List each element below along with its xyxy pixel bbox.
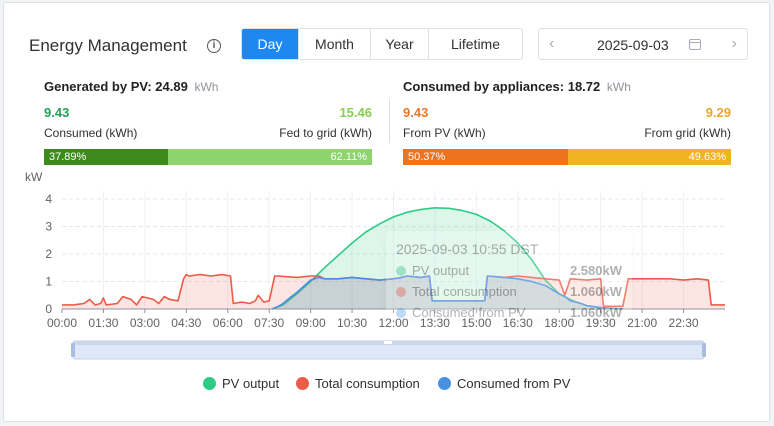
info-icon[interactable]: i xyxy=(207,39,221,53)
period-tabs: Day Month Year Lifetime xyxy=(241,28,523,60)
zoom-handle-left xyxy=(71,343,75,357)
calendar-icon[interactable] xyxy=(689,39,701,50)
y-tick-label: 1 xyxy=(45,275,52,289)
legend-label: Consumed from PV xyxy=(457,376,571,391)
consumption-label: Consumed by appliances: xyxy=(403,79,565,94)
consumption-ratio-bar: 50.37% 49.63% xyxy=(403,149,731,165)
from-grid-value: 9.29 xyxy=(705,105,731,120)
page-title: Energy Management xyxy=(29,36,187,55)
date-picker[interactable]: ‹ 2025-09-03 › xyxy=(538,28,748,60)
tooltip-series-name: PV output xyxy=(412,263,470,278)
from-grid-label: From grid (kWh) xyxy=(644,126,731,140)
consumption-header: Consumed by appliances: 18.72 kWh xyxy=(403,79,731,94)
x-tick-label: 16:30 xyxy=(503,316,533,330)
legend-label: PV output xyxy=(222,376,280,391)
generated-unit: kWh xyxy=(194,80,219,94)
fed-to-grid-value: 15.46 xyxy=(339,105,372,120)
from-grid-ratio-segment: 49.63% xyxy=(568,149,731,165)
consumed-value: 9.43 xyxy=(44,105,70,120)
fed-to-grid-label: Fed to grid (kWh) xyxy=(279,126,372,140)
x-tick-label: 13:30 xyxy=(420,316,450,330)
consumed-ratio-segment: 37.89% xyxy=(44,149,169,165)
generated-label: Generated by PV: xyxy=(44,79,152,94)
zoom-handle-right xyxy=(702,343,706,357)
x-tick-label: 09:00 xyxy=(296,316,326,330)
tooltip-series-value: 1.060kW xyxy=(569,305,622,320)
chart-tooltip: 2025-09-03 10:55 DST PV output 2.580kW T… xyxy=(386,231,632,320)
zoom-grip xyxy=(384,341,392,344)
x-tick-label: 04:30 xyxy=(171,316,201,330)
fed-ratio-segment: 62.11% xyxy=(168,149,372,165)
x-tick-label: 01:30 xyxy=(88,316,118,330)
tooltip-series-value: 1.060kW xyxy=(569,284,622,299)
consumed-label: Consumed (kWh) xyxy=(44,126,138,140)
chevron-left-icon[interactable]: ‹ xyxy=(549,35,555,52)
x-tick-label: 06:00 xyxy=(213,316,243,330)
legend-item-pv-output[interactable]: PV output xyxy=(203,376,279,391)
y-tick-label: 2 xyxy=(45,247,52,261)
tooltip-dot xyxy=(396,308,406,318)
tooltip-row: Consumed from PV 1.060kW xyxy=(396,305,622,323)
from-pv-value: 9.43 xyxy=(403,105,429,120)
x-tick-label: 19:30 xyxy=(586,316,616,330)
tooltip-dot xyxy=(396,266,406,276)
from-pv-ratio-segment: 50.37% xyxy=(403,149,569,165)
x-tick-label: 15:00 xyxy=(461,316,491,330)
y-tick-label: 0 xyxy=(45,302,52,316)
y-axis-unit: kW xyxy=(25,170,43,184)
tab-lifetime[interactable]: Lifetime xyxy=(428,29,522,59)
tooltip-series-value: 2.580kW xyxy=(569,263,622,278)
selected-date[interactable]: 2025-09-03 xyxy=(597,37,669,53)
panel-divider xyxy=(389,99,390,143)
from-pv-label: From PV (kWh) xyxy=(403,126,486,140)
tooltip-dot xyxy=(396,287,406,297)
consumption-unit: kWh xyxy=(606,80,631,94)
tooltip-series-name: Total consumption xyxy=(412,284,517,299)
tooltip-row: Total consumption 1.060kW xyxy=(396,284,622,302)
legend-dot xyxy=(203,377,216,390)
x-tick-label: 22:30 xyxy=(669,316,699,330)
generated-header: Generated by PV: 24.89 kWh xyxy=(44,79,372,94)
x-tick-label: 03:00 xyxy=(130,316,160,330)
generated-panel: Generated by PV: 24.89 kWh 9.43 15.46 Co… xyxy=(44,79,372,169)
x-tick-label: 07:30 xyxy=(254,316,284,330)
generated-ratio-bar: 37.89% 62.11% xyxy=(44,149,372,165)
x-tick-label: 10:30 xyxy=(337,316,367,330)
generated-value: 24.89 xyxy=(155,79,188,94)
legend-label: Total consumption xyxy=(315,376,420,391)
legend-item-total-consumption[interactable]: Total consumption xyxy=(296,376,420,391)
y-tick-label: 4 xyxy=(45,192,52,206)
x-tick-label: 18:00 xyxy=(544,316,574,330)
consumption-panel: Consumed by appliances: 18.72 kWh 9.43 9… xyxy=(403,79,731,169)
tab-month[interactable]: Month xyxy=(298,29,370,59)
series-area-0 xyxy=(271,207,623,309)
x-tick-label: 21:00 xyxy=(627,316,657,330)
x-tick-label: 00:00 xyxy=(47,316,77,330)
tooltip-series-name: Consumed from PV xyxy=(412,305,526,320)
series-area-2 xyxy=(271,276,623,309)
chart-legend: PV output Total consumption Consumed fro… xyxy=(0,376,774,394)
tooltip-title: 2025-09-03 10:55 DST xyxy=(396,241,539,257)
consumption-value: 18.72 xyxy=(567,79,601,94)
tab-year[interactable]: Year xyxy=(370,29,428,59)
series-area-1 xyxy=(62,274,725,309)
y-tick-label: 3 xyxy=(45,220,52,234)
legend-dot xyxy=(296,377,309,390)
legend-item-consumed-from-pv[interactable]: Consumed from PV xyxy=(438,376,570,391)
tooltip-row: PV output 2.580kW xyxy=(396,263,622,281)
chevron-right-icon[interactable]: › xyxy=(731,35,737,52)
x-tick-label: 12:00 xyxy=(378,316,408,330)
tab-day[interactable]: Day xyxy=(242,29,298,59)
series-line-2 xyxy=(271,275,623,310)
legend-dot xyxy=(438,377,451,390)
